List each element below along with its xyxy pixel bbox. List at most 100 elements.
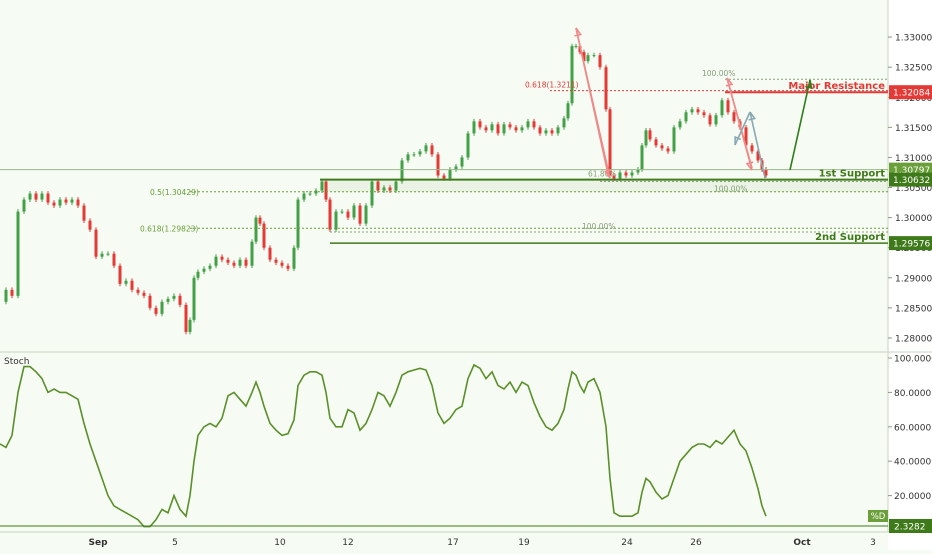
candle-body (490, 124, 494, 131)
candle-body (244, 259, 248, 266)
candle-body (388, 187, 392, 191)
candle-body (364, 205, 368, 224)
candle-body (370, 181, 374, 206)
candle-body (308, 193, 312, 195)
fib-level-label: 0.618(1.29823) (140, 224, 198, 233)
candle-body (232, 262, 236, 266)
projection-arrow-down (734, 111, 751, 146)
candle-body (582, 52, 586, 62)
stoch-series-name: %D (871, 512, 886, 522)
candle-body (208, 265, 212, 269)
target-arrow (789, 79, 811, 171)
candle-body (514, 127, 518, 131)
stoch-title: Stoch (4, 357, 29, 367)
candle-body (442, 175, 446, 179)
candle-body (192, 277, 196, 320)
candle-body (124, 280, 128, 284)
candle-body (412, 154, 416, 156)
candle-body (274, 259, 278, 263)
candle-body (570, 46, 574, 104)
candle-body (592, 55, 596, 57)
stoch-tick-label: 60.0000 (894, 423, 931, 433)
fib-level-label: 100.00% (582, 222, 615, 231)
candle-body (382, 187, 386, 191)
candle-body (352, 205, 356, 218)
time-tick-label: 19 (518, 538, 530, 548)
level-price-label: 1.29576 (893, 240, 930, 250)
candle-body (76, 199, 80, 206)
support-zone (320, 179, 888, 192)
candle-body (418, 151, 422, 155)
fib-arrow-down-2 (726, 77, 753, 171)
candle-body (148, 295, 152, 308)
candle-body (214, 256, 218, 266)
candle-body (612, 175, 616, 179)
candle-body (220, 256, 224, 260)
level-price-tag (889, 172, 932, 187)
candle-body (376, 181, 380, 191)
level-price-tag (889, 85, 932, 100)
price-tick-label: 1.31000 (895, 154, 932, 164)
time-tick-label: 26 (690, 538, 702, 548)
time-tick-label: Oct (793, 538, 811, 548)
candle-body (302, 193, 306, 200)
candle-body (744, 127, 748, 146)
candle-body (358, 205, 362, 224)
candle-body (40, 193, 44, 200)
candle-body (160, 301, 164, 314)
stoch-line (0, 363, 767, 528)
stoch-tick-label: 100.0000 (894, 355, 932, 365)
candle-body (118, 265, 122, 284)
candle-body (130, 280, 134, 290)
price-tick-label: 1.31500 (895, 124, 932, 134)
candle-body (238, 259, 242, 266)
level-name-label: 2nd Support (815, 232, 885, 243)
candle-body (64, 199, 68, 203)
target-arrow-head (805, 79, 813, 89)
candle-body (690, 109, 694, 113)
price-tick-label: 1.28500 (895, 304, 932, 314)
candle-body (172, 295, 176, 299)
candle-body (262, 223, 266, 248)
price-tick-label: 1.29000 (895, 274, 932, 284)
candle-body (678, 121, 682, 128)
candle-body (750, 145, 754, 152)
candle-body (454, 166, 458, 170)
candle-body (640, 145, 644, 170)
candle-body (720, 100, 724, 116)
time-tick-label: 17 (447, 538, 458, 548)
projection-arrow-up-head (748, 111, 757, 121)
candle-body (320, 181, 324, 191)
candle-body (22, 199, 26, 212)
candle-body (630, 172, 634, 176)
candle-body (296, 199, 300, 248)
candle-body (636, 169, 640, 173)
candle-body (94, 229, 98, 257)
candle-body (166, 298, 170, 302)
price-tick-label: 1.30000 (895, 214, 932, 224)
candle-body (142, 292, 146, 296)
candle-body (196, 271, 200, 278)
candle-body (400, 160, 404, 182)
fib-level-label: 61.80% (588, 170, 617, 179)
candle-body (340, 211, 344, 213)
candle-body (654, 139, 658, 146)
time-tick-label: 3 (870, 538, 876, 548)
candle-body (436, 154, 440, 176)
candle-body (496, 124, 500, 134)
candle-body (526, 121, 530, 128)
candle-body (550, 130, 554, 134)
candle-body (624, 172, 628, 176)
candle-body (112, 253, 116, 266)
price-tick-label: 1.30500 (895, 184, 932, 194)
candle-body (666, 148, 670, 152)
candle-body (286, 265, 290, 269)
level-price-label: 1.30632 (893, 176, 930, 186)
candle-body (34, 193, 38, 200)
stoch-last-label: 2.3282 (894, 522, 926, 532)
projection-arrow-up (749, 111, 766, 179)
fib-arrow-down (575, 27, 611, 179)
candle-body (714, 115, 718, 125)
candle-body (696, 109, 700, 113)
